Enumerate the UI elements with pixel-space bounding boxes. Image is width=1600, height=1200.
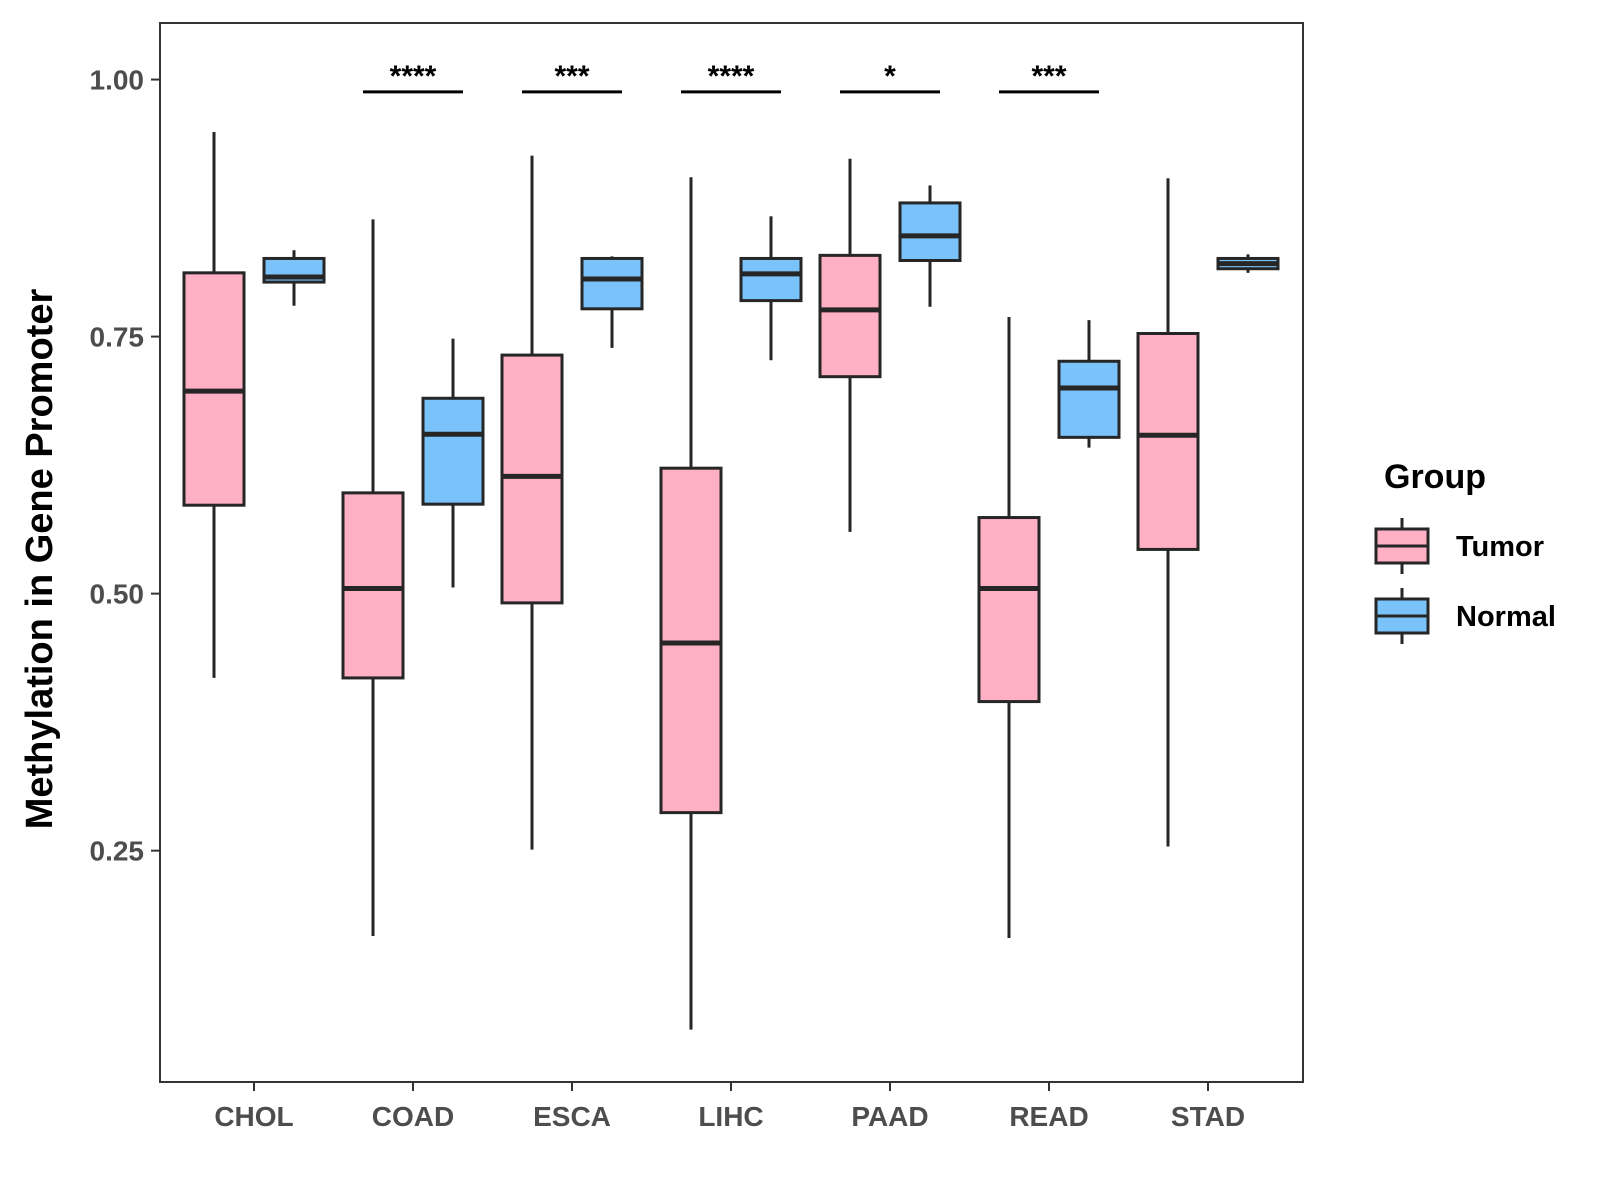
x-tick-label: PAAD — [851, 1101, 928, 1132]
plot-area: 0.25 0.50 0.75 1.00 CHOL COAD ESCA LIHC PAAD READ… — [90, 22, 1304, 1132]
significance-label: *** — [554, 60, 589, 93]
significance-label: **** — [390, 60, 437, 93]
legend-label: Normal — [1456, 601, 1556, 633]
box-iqr — [1057, 359, 1121, 439]
y-tick-label: 0.75 — [90, 322, 145, 353]
significance-label: *** — [1031, 60, 1066, 93]
box-iqr — [580, 256, 644, 311]
x-tick-label: STAD — [1171, 1101, 1245, 1132]
significance-label: **** — [708, 60, 755, 93]
box-iqr — [818, 253, 882, 379]
legend: Group Tumor Normal — [1374, 458, 1556, 644]
box-iqr — [659, 466, 723, 815]
legend-label: Tumor — [1456, 531, 1544, 563]
x-tick-label: ESCA — [533, 1101, 611, 1132]
x-tick-label: CHOL — [214, 1101, 293, 1132]
box-iqr — [977, 516, 1041, 704]
y-tick-label: 0.25 — [90, 836, 145, 867]
box-iqr — [341, 491, 405, 680]
x-tick-label: LIHC — [698, 1101, 763, 1132]
y-tick-label: 0.50 — [90, 579, 145, 610]
box-iqr — [898, 201, 962, 263]
panel-border — [159, 22, 1304, 1083]
y-tick-label: 1.00 — [90, 65, 145, 96]
box-iqr — [1136, 332, 1200, 551]
box-iqr — [421, 396, 485, 506]
x-tick-label: COAD — [372, 1101, 454, 1132]
box-iqr — [500, 353, 564, 605]
box-iqr — [739, 256, 803, 303]
y-axis-title: Methylation in Gene Promoter — [19, 289, 61, 830]
legend-title: Group — [1384, 458, 1486, 496]
x-tick-label: READ — [1009, 1101, 1088, 1132]
significance-label: * — [884, 60, 896, 93]
